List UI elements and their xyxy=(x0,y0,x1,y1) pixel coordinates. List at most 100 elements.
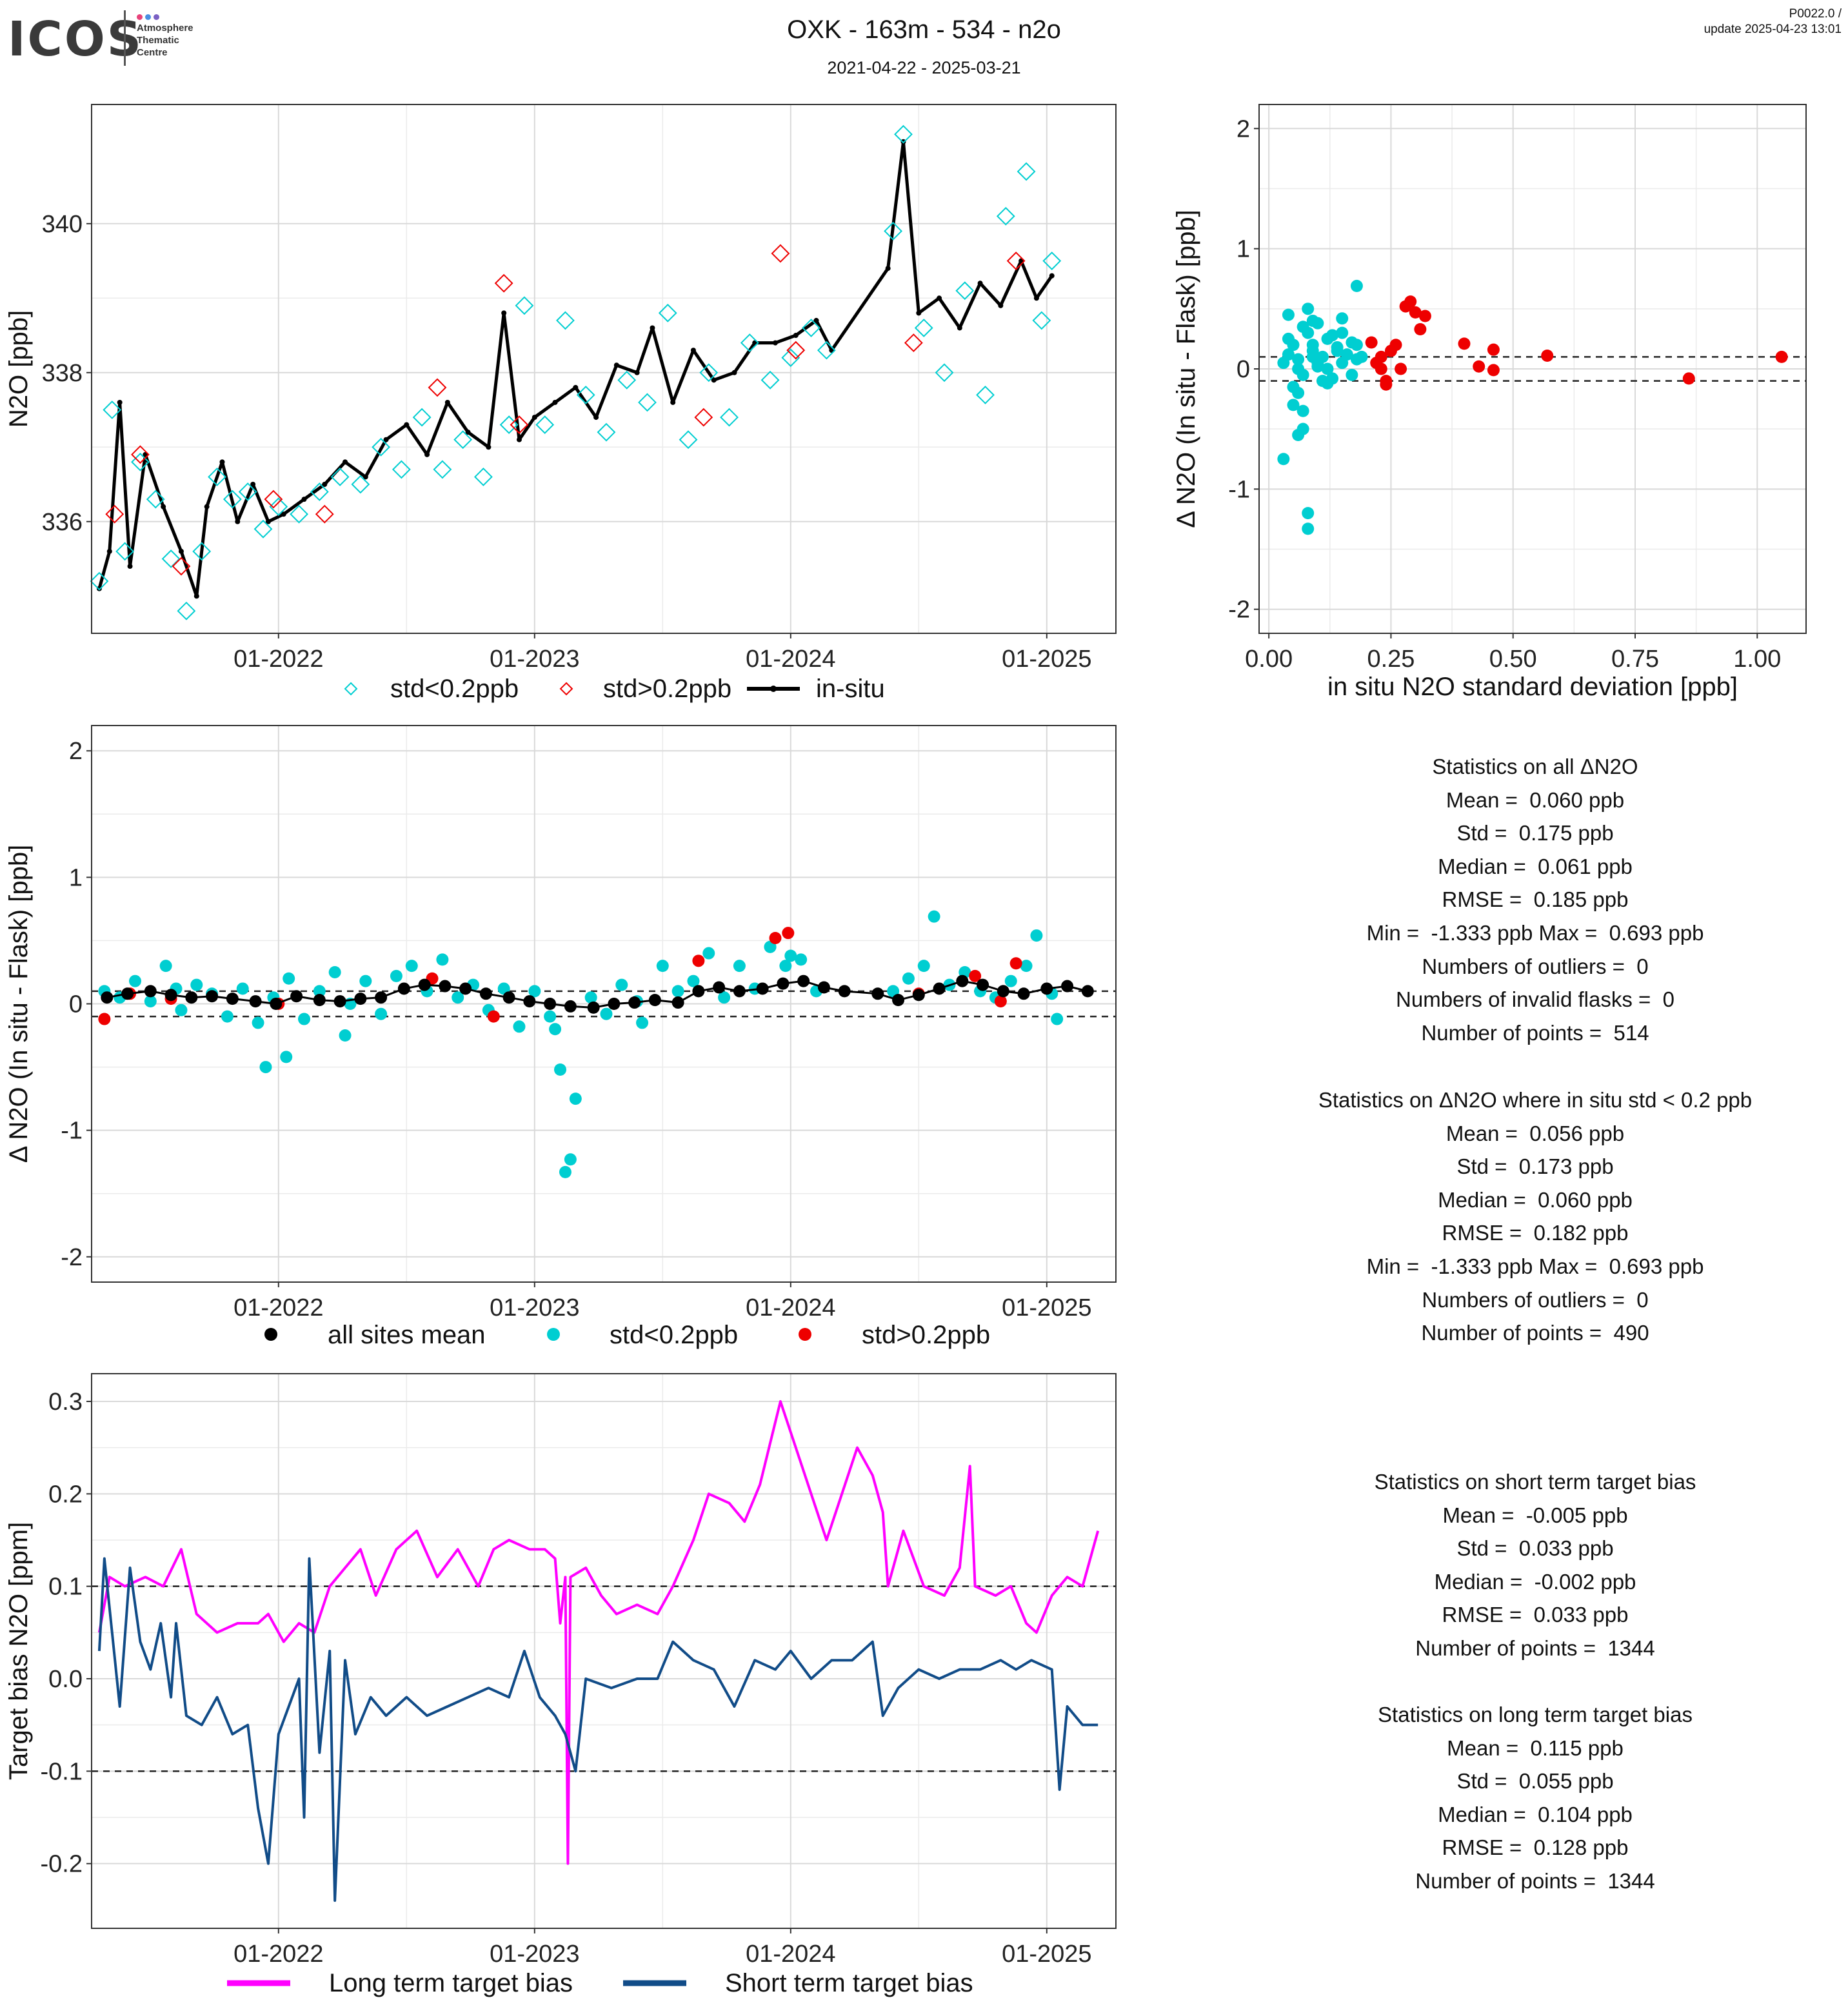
data-point xyxy=(1277,453,1290,466)
x-tick-label: 0.00 xyxy=(1245,646,1293,673)
y-tick-label: 336 xyxy=(42,509,83,536)
data-point xyxy=(1541,350,1554,362)
legend-label: Long term target bias xyxy=(329,1969,573,1997)
diamond-marker xyxy=(781,348,800,368)
data-point xyxy=(1346,368,1358,381)
data-point xyxy=(731,370,737,375)
diamond-marker xyxy=(499,415,519,435)
data-point xyxy=(1292,429,1305,441)
data-point xyxy=(219,459,225,465)
data-point xyxy=(1336,312,1349,325)
stats-line: Number of points = 514 xyxy=(1421,1020,1649,1045)
data-point xyxy=(1040,982,1053,995)
data-point xyxy=(892,994,905,1007)
data-point xyxy=(772,340,778,346)
data-point xyxy=(1682,372,1695,385)
stats-line: Number of points = 1344 xyxy=(1415,1868,1655,1893)
data-point xyxy=(190,978,203,991)
data-point xyxy=(636,1016,649,1029)
data-point xyxy=(1049,273,1055,279)
icos-logo: ICOS xyxy=(8,12,144,67)
x-tick-label: 0.50 xyxy=(1489,646,1537,673)
data-point xyxy=(997,985,1009,998)
version-info: P0022.0 / update 2025-04-23 13:01 xyxy=(1704,6,1842,37)
diamond-marker xyxy=(428,378,447,397)
data-point xyxy=(322,482,328,488)
data-point xyxy=(564,1153,577,1166)
data-point xyxy=(117,399,123,405)
data-point xyxy=(756,982,769,995)
data-point xyxy=(795,953,808,966)
data-point xyxy=(298,1013,311,1025)
data-point xyxy=(1340,348,1353,361)
y-tick-label: 0.0 xyxy=(48,1666,83,1693)
data-point xyxy=(1287,399,1300,411)
y-axis-label: Δ N2O (In situ - Flask) [ppb] xyxy=(5,845,33,1163)
stats-line: Median = 0.104 ppb xyxy=(1438,1802,1633,1826)
legend-label: in-situ xyxy=(816,675,885,703)
data-point xyxy=(343,459,348,465)
data-point xyxy=(502,991,515,1004)
data-point xyxy=(670,399,676,405)
x-tick-label: 0.75 xyxy=(1611,646,1659,673)
data-point xyxy=(687,974,700,987)
data-point xyxy=(280,1051,293,1063)
diamond-marker xyxy=(771,244,790,263)
diamond-marker xyxy=(269,497,288,517)
data-point xyxy=(1331,344,1344,357)
x-tick-label: 01-2025 xyxy=(1002,1294,1091,1321)
logo-subtitle-line: Atmosphere xyxy=(137,23,194,34)
stats-line: Numbers of outliers = 0 xyxy=(1422,954,1649,978)
data-point xyxy=(339,1029,352,1042)
stats-line: Median = 0.060 ppb xyxy=(1438,1187,1633,1212)
data-point xyxy=(887,985,900,998)
diamond-marker xyxy=(473,468,493,486)
diamond-marker xyxy=(1032,311,1051,330)
version-label: P0022.0 / xyxy=(1789,7,1842,21)
data-point xyxy=(532,415,537,420)
data-point xyxy=(1297,404,1309,417)
update-label: update 2025-04-23 13:01 xyxy=(1704,23,1842,36)
data-point xyxy=(194,593,199,599)
data-point xyxy=(1306,339,1319,351)
data-point xyxy=(1311,357,1324,370)
data-point xyxy=(121,987,134,1000)
diamond-marker xyxy=(131,452,150,471)
data-point xyxy=(144,995,157,1008)
data-point xyxy=(552,399,558,405)
data-point xyxy=(96,586,102,591)
diamond-marker xyxy=(115,542,135,561)
data-point xyxy=(916,310,922,316)
data-point xyxy=(375,991,388,1004)
legend-key xyxy=(344,682,358,696)
data-point xyxy=(900,139,906,144)
data-point xyxy=(354,993,367,1005)
data-point xyxy=(1458,337,1471,350)
data-point xyxy=(782,927,795,940)
data-point xyxy=(226,993,239,1005)
diamond-marker xyxy=(330,468,350,486)
data-point xyxy=(977,978,989,991)
stats-line: Numbers of outliers = 0 xyxy=(1422,1287,1649,1312)
data-point xyxy=(702,947,715,960)
data-point xyxy=(1365,336,1378,349)
data-point xyxy=(871,987,884,1000)
data-point xyxy=(1487,343,1500,356)
diamond-marker xyxy=(1042,252,1062,270)
data-point xyxy=(1350,279,1363,292)
data-point xyxy=(1302,522,1315,535)
data-point xyxy=(813,317,819,323)
y-tick-label: -2 xyxy=(61,1244,83,1271)
data-point xyxy=(1395,362,1407,375)
diamond-marker xyxy=(433,460,452,479)
data-point xyxy=(817,981,830,994)
data-point xyxy=(1061,980,1074,993)
diamond-marker xyxy=(290,504,308,524)
data-point xyxy=(1487,364,1500,377)
data-point xyxy=(301,497,307,502)
stats-line: Median = 0.061 ppb xyxy=(1438,854,1633,878)
data-point xyxy=(902,972,915,985)
data-point xyxy=(236,982,249,995)
diamond-marker xyxy=(208,468,226,486)
stats-line: RMSE = 0.033 ppb xyxy=(1442,1603,1629,1627)
